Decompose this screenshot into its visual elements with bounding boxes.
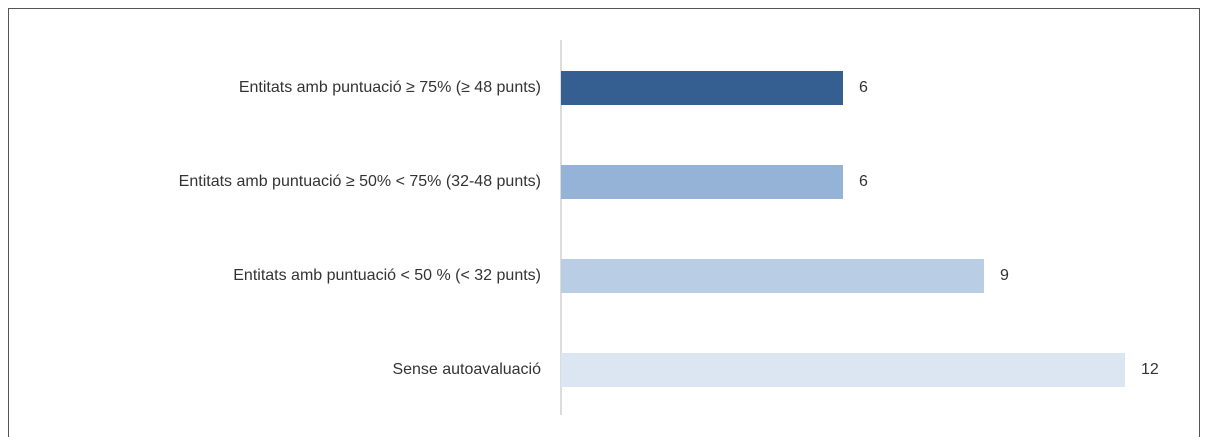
value-label: 6: [859, 79, 868, 96]
category-label: Sense autoavaluació: [392, 361, 541, 378]
bar: [561, 353, 1125, 387]
bar: [561, 165, 843, 199]
value-label: 6: [859, 173, 868, 190]
category-label: Entitats amb puntuació ≥ 50% < 75% (32-4…: [179, 173, 541, 190]
value-label: 12: [1141, 361, 1159, 378]
value-label: 9: [1000, 267, 1009, 284]
category-label: Entitats amb puntuació < 50 % (< 32 punt…: [233, 267, 541, 284]
bar: [561, 259, 984, 293]
category-label: Entitats amb puntuació ≥ 75% (≥ 48 punts…: [239, 79, 541, 96]
bar: [561, 71, 843, 105]
